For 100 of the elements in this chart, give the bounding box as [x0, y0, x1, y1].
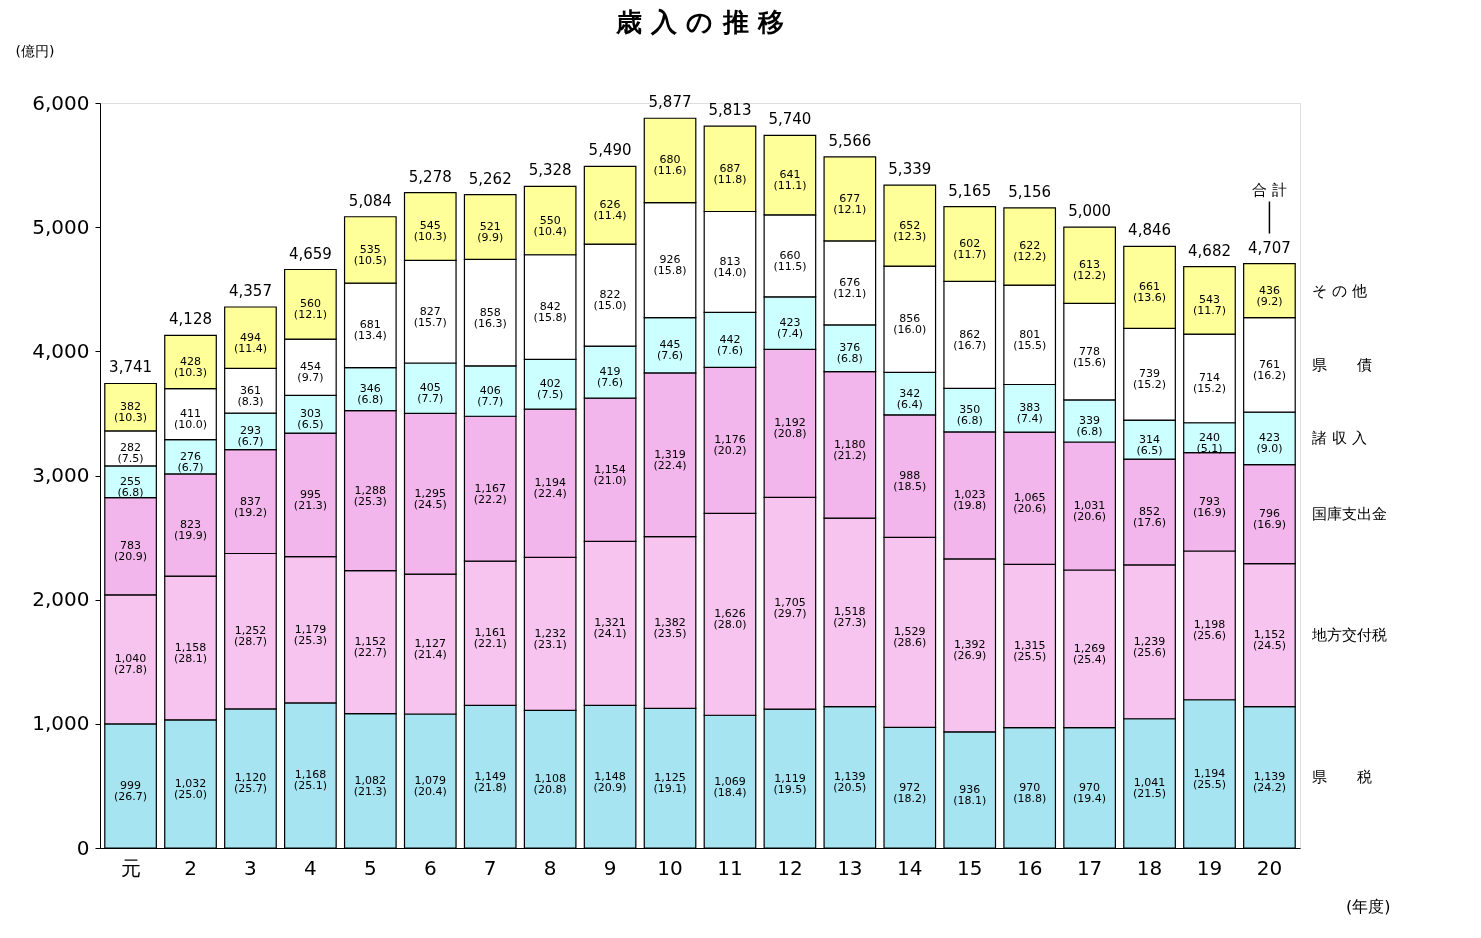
- data-label: 796 (16.9): [1252, 507, 1286, 532]
- data-label: 1,288 (25.3): [353, 483, 387, 508]
- data-label: 494 (11.4): [233, 330, 267, 355]
- data-label: 602 (11.7): [953, 237, 987, 262]
- data-label: 988 (18.5): [893, 469, 927, 494]
- data-label: 545 (10.3): [413, 219, 447, 244]
- data-label: 778 (15.6): [1073, 344, 1107, 369]
- data-label: 405 (7.7): [417, 381, 444, 406]
- data-label: 445 (7.6): [656, 338, 684, 363]
- data-label: 1,041 (21.5): [1133, 776, 1167, 801]
- data-label: 837 (19.2): [233, 494, 267, 519]
- data-label: 739 (15.2): [1133, 367, 1167, 392]
- total-label: 5,339: [888, 160, 932, 179]
- data-label: 852 (17.6): [1133, 505, 1167, 530]
- data-label: 1,295 (24.5): [413, 486, 447, 511]
- x-tick-label: 14: [897, 855, 923, 880]
- series-label: 地方交付税: [1311, 626, 1387, 645]
- data-label: 660 (11.5): [773, 248, 807, 273]
- series-label: そ の 他: [1312, 281, 1367, 300]
- data-label: 970 (19.4): [1073, 780, 1107, 805]
- data-label: 1,232 (23.1): [533, 626, 567, 651]
- data-label: 1,040 (27.8): [114, 652, 148, 677]
- data-label: 1,194 (25.5): [1192, 766, 1227, 791]
- total-label: 5,566: [828, 131, 872, 150]
- y-tick-label: 1,000: [32, 711, 90, 736]
- series-label: 県 債: [1312, 355, 1372, 374]
- data-label: 350 (6.8): [956, 403, 983, 428]
- data-label: 406 (7.7): [477, 384, 504, 409]
- data-label: 1,125 (19.1): [653, 771, 687, 796]
- data-label: 1,079 (20.4): [413, 774, 447, 799]
- data-label: 255 (6.8): [117, 474, 144, 499]
- data-label: 423 (7.4): [776, 316, 803, 341]
- y-axis-title: (億円): [15, 42, 55, 59]
- data-label: 1,152 (22.7): [353, 635, 387, 660]
- series-label: 国庫支出金: [1312, 505, 1387, 524]
- total-label: 5,000: [1068, 202, 1112, 221]
- data-label: 1,161 (22.1): [473, 626, 507, 651]
- total-label: 5,262: [468, 169, 512, 188]
- data-label: 293 (6.7): [237, 424, 264, 449]
- data-label: 1,315 (25.5): [1013, 638, 1047, 663]
- data-label: 1,321 (24.1): [593, 616, 627, 641]
- data-label: 801 (15.5): [1013, 327, 1047, 352]
- data-label: 1,194 (22.4): [533, 476, 567, 501]
- data-label: 856 (16.0): [893, 312, 927, 337]
- y-tick-label: 3,000: [32, 463, 90, 487]
- data-label: 1,529 (28.6): [893, 625, 927, 650]
- data-label: 1,127 (21.4): [413, 637, 447, 662]
- x-tick-label: 11: [717, 855, 743, 880]
- data-label: 1,148 (20.9): [593, 769, 627, 794]
- data-label: 1,082 (21.3): [353, 773, 387, 798]
- data-label: 411 (10.0): [173, 407, 208, 432]
- x-tick-label: 12: [777, 855, 803, 880]
- annotation: 合 計: [1252, 180, 1287, 199]
- data-label: 676 (12.1): [833, 275, 867, 300]
- data-label: 970 (18.8): [1013, 780, 1047, 805]
- total-label: 5,328: [528, 161, 572, 180]
- total-label: 4,357: [228, 282, 272, 301]
- data-label: 823 (19.9): [173, 517, 208, 542]
- data-label: 641 (11.1): [773, 168, 807, 193]
- x-tick-label: 元: [120, 855, 141, 880]
- data-label: 314 (6.5): [1136, 432, 1163, 457]
- data-label: 677 (12.1): [833, 191, 867, 216]
- data-label: 995 (21.3): [293, 487, 327, 512]
- x-axis-title: (年度): [1346, 896, 1391, 916]
- x-tick-label: 16: [1016, 855, 1043, 880]
- data-label: 652 (12.3): [893, 218, 927, 243]
- data-label: 714 (15.2): [1192, 371, 1227, 396]
- data-label: 550 (10.4): [533, 213, 567, 238]
- data-label: 240 (5.1): [1196, 430, 1223, 455]
- data-label: 1,023 (19.8): [953, 488, 987, 513]
- x-tick-label: 20: [1256, 855, 1283, 880]
- y-tick-label: 5,000: [32, 214, 90, 239]
- total-label: 5,490: [588, 141, 632, 160]
- x-tick-label: 9: [603, 855, 617, 880]
- x-tick-label: 3: [244, 855, 257, 880]
- y-tick-label: 4,000: [32, 338, 90, 363]
- data-label: 1,705 (29.7): [773, 596, 807, 621]
- data-label: 661 (13.6): [1133, 280, 1167, 305]
- data-label: 1,031 (20.6): [1073, 498, 1107, 523]
- total-label: 5,278: [408, 167, 452, 186]
- data-label: 783 (20.9): [114, 539, 148, 564]
- data-label: 613 (12.2): [1073, 258, 1107, 283]
- x-tick-label: 2: [184, 855, 197, 880]
- data-label: 535 (10.5): [353, 242, 387, 267]
- data-label: 999 (26.7): [114, 778, 148, 803]
- data-label: 1,518 (27.3): [833, 605, 867, 630]
- data-label: 442 (7.6): [716, 332, 744, 357]
- data-label: 813 (14.0): [713, 255, 747, 279]
- data-label: 761 (16.2): [1252, 357, 1286, 382]
- data-label: 1,108 (20.8): [533, 772, 567, 797]
- x-tick-label: 7: [483, 855, 497, 880]
- total-label: 5,740: [768, 110, 812, 129]
- data-label: 1,252 (28.7): [233, 624, 267, 649]
- data-label: 1,152 (24.5): [1252, 628, 1286, 653]
- data-label: 402 (7.5): [537, 377, 564, 402]
- data-label: 1,120 (25.7): [233, 771, 267, 796]
- data-label: 1,198 (25.6): [1192, 618, 1227, 643]
- data-label: 1,167 (22.2): [473, 481, 507, 506]
- data-label: 376 (6.8): [836, 341, 863, 366]
- y-tick-label: 2,000: [32, 587, 90, 612]
